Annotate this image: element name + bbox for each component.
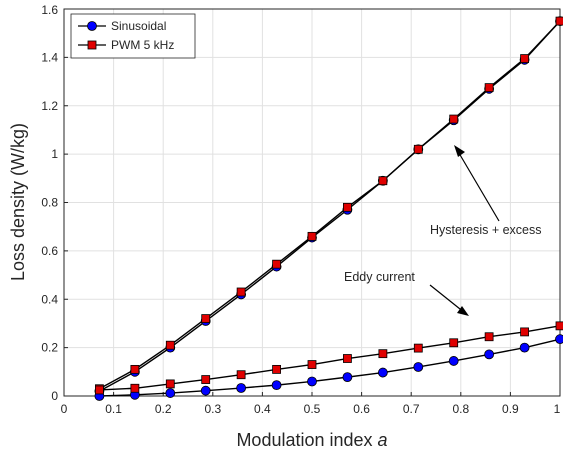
- x-tick-label: 0.1: [105, 402, 122, 416]
- x-tick-label: 0.2: [155, 402, 172, 416]
- y-tick-label: 0.4: [41, 292, 58, 306]
- data-point-sinusoidal-eddy-current: [555, 334, 563, 345]
- data-point-pwm-5-khz-eddy-current: [449, 338, 459, 348]
- data-point-pwm-5-khz-eddy-current: [520, 327, 529, 337]
- data-point-pwm-5-khz-eddy-current: [378, 349, 388, 359]
- series-layer: [94, 16, 563, 401]
- data-point-pwm-5-khz-hysteresis-excess: [343, 202, 352, 212]
- data-point-sinusoidal-eddy-current: [165, 388, 176, 398]
- data-point-sinusoidal-eddy-current: [236, 383, 247, 393]
- x-tick-label: 0.8: [452, 402, 469, 416]
- axes: 0 0.1 0.2 0.3 0.4 0.5 0.6 0.7 0.8 0.9 1 0 0.2 0.4 0.6 0…: [41, 3, 560, 416]
- y-tick-label: 1.6: [41, 3, 58, 17]
- series-line-sinusoidal-eddy-current: [99, 338, 561, 397]
- data-point-pwm-5-khz-eddy-current: [130, 383, 140, 393]
- data-point-pwm-5-khz-eddy-current: [165, 379, 175, 389]
- data-point-sinusoidal-eddy-current: [377, 367, 388, 378]
- data-point-pwm-5-khz-eddy-current: [236, 370, 246, 380]
- data-point-pwm-5-khz-eddy-current: [555, 321, 563, 331]
- legend-marker-sinusoidal: [87, 21, 97, 31]
- data-point-pwm-5-khz-eddy-current: [95, 385, 104, 395]
- x-tick-label: 1: [554, 402, 561, 416]
- series-line-pwm-5-khz-eddy-current: [99, 325, 561, 391]
- data-point-pwm-5-khz-hysteresis-excess: [130, 364, 140, 374]
- data-point-pwm-5-khz-hysteresis-excess: [201, 314, 211, 324]
- y-axis-label: Loss density (W/kg): [8, 123, 28, 281]
- data-point-pwm-5-khz-hysteresis-excess: [413, 144, 423, 154]
- data-point-sinusoidal-eddy-current: [271, 380, 282, 391]
- legend-marker-pwm: [87, 40, 97, 50]
- data-point-pwm-5-khz-eddy-current: [272, 364, 281, 374]
- data-point-sinusoidal-eddy-current: [413, 362, 424, 372]
- data-point-pwm-5-khz-hysteresis-excess: [272, 259, 281, 269]
- data-point-sinusoidal-eddy-current: [342, 372, 353, 383]
- data-point-sinusoidal-eddy-current: [519, 342, 530, 353]
- legend: Sinusoidal PWM 5 kHz: [70, 13, 196, 59]
- series-line-sinusoidal-hysteresis-excess: [99, 20, 561, 392]
- annotation-eddy-arrow: [429, 284, 466, 314]
- data-point-pwm-5-khz-hysteresis-excess: [449, 114, 459, 124]
- data-point-sinusoidal-eddy-current: [200, 385, 211, 396]
- y-tick-label: 0.8: [41, 196, 58, 210]
- x-tick-label: 0.6: [353, 402, 370, 416]
- data-point-pwm-5-khz-eddy-current: [413, 343, 423, 353]
- y-tick-label: 1: [51, 147, 58, 161]
- x-axis-label: Modulation index a: [236, 430, 387, 450]
- x-tick-label: 0.4: [254, 402, 271, 416]
- annotation-hysteresis-arrow: [455, 147, 500, 222]
- y-tick-label: 1.4: [41, 50, 58, 64]
- y-tick-label: 0.2: [41, 341, 58, 355]
- data-point-pwm-5-khz-eddy-current: [201, 375, 211, 384]
- data-point-sinusoidal-eddy-current: [484, 349, 495, 360]
- data-point-pwm-5-khz-hysteresis-excess: [307, 231, 317, 241]
- x-tick-label: 0.3: [204, 402, 221, 416]
- data-point-pwm-5-khz-eddy-current: [343, 354, 352, 363]
- annotation-hysteresis-arrowhead: [454, 145, 465, 157]
- data-point-sinusoidal-eddy-current: [448, 356, 459, 366]
- y-tick-label: 0: [51, 389, 58, 403]
- plot-frame: [63, 8, 561, 397]
- data-point-sinusoidal-eddy-current: [307, 376, 317, 387]
- data-point-pwm-5-khz-hysteresis-excess: [484, 83, 494, 93]
- y-tick-label: 1.2: [41, 99, 58, 113]
- x-axis-label-variable: a: [378, 430, 388, 450]
- annotation-eddy-arrowhead: [457, 306, 469, 316]
- x-tick-label: 0.7: [403, 402, 420, 416]
- data-point-pwm-5-khz-hysteresis-excess: [165, 340, 175, 350]
- x-tick-label: 0: [61, 402, 68, 416]
- data-point-pwm-5-khz-eddy-current: [484, 332, 494, 342]
- x-tick-label: 0.5: [304, 402, 321, 416]
- x-axis-label-text: Modulation index: [236, 430, 372, 450]
- legend-label-pwm: PWM 5 kHz: [111, 38, 174, 52]
- data-point-pwm-5-khz-hysteresis-excess: [378, 176, 388, 186]
- annotation-eddy: Eddy current: [344, 270, 415, 284]
- series-line-pwm-5-khz-hysteresis-excess: [99, 20, 561, 390]
- annotations: Hysteresis + excess Eddy current: [344, 145, 542, 316]
- data-point-pwm-5-khz-hysteresis-excess: [236, 287, 246, 297]
- data-point-pwm-5-khz-eddy-current: [307, 360, 317, 369]
- data-point-pwm-5-khz-hysteresis-excess: [555, 16, 563, 26]
- x-tick-label: 0.9: [502, 402, 519, 416]
- data-point-pwm-5-khz-hysteresis-excess: [520, 54, 529, 63]
- y-tick-label: 0.6: [41, 244, 58, 258]
- annotation-hysteresis: Hysteresis + excess: [430, 223, 542, 237]
- legend-label-sinusoidal: Sinusoidal: [111, 19, 166, 33]
